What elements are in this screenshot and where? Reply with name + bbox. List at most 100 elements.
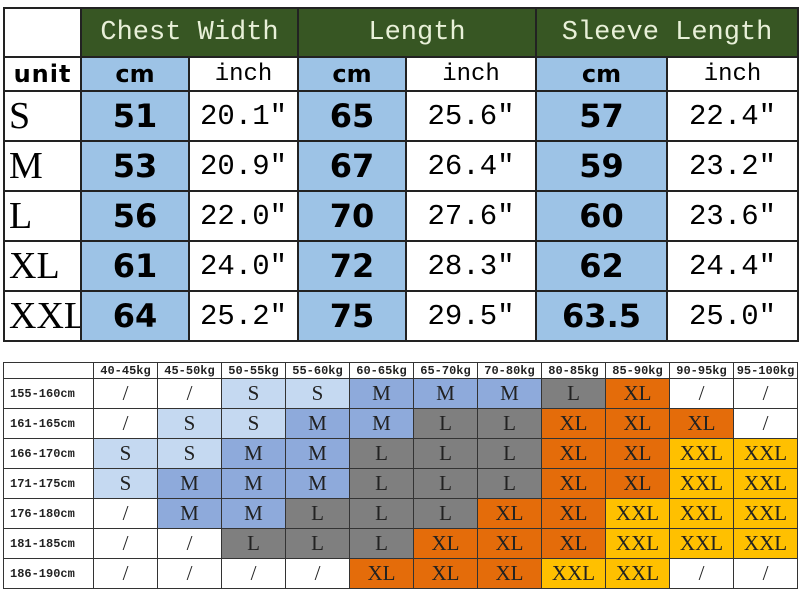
size-cell: S: [93, 438, 158, 469]
cm-value: 59: [535, 140, 669, 192]
size-cell: XXL: [733, 438, 798, 469]
size-cell: M: [413, 378, 478, 409]
not-applicable-cell: /: [733, 378, 798, 409]
size-cell: M: [157, 468, 222, 499]
cm-value: 70: [297, 190, 408, 242]
height-label: 155-160cm: [3, 378, 94, 409]
height-row: 155-160cm / / S S M M M L XL / /: [3, 378, 798, 409]
cm-value: 62: [535, 240, 669, 292]
inch-value: 23.2": [666, 140, 800, 192]
cm-value: 75: [297, 290, 408, 342]
height-row: 186-190cm / / / / XL XL XL XXL XXL / /: [3, 558, 798, 589]
size-cell: L: [349, 498, 414, 529]
cm-value: 51: [80, 90, 190, 142]
not-applicable-cell: /: [157, 528, 222, 559]
inch-value: 22.4": [666, 90, 800, 142]
inch-value: 25.6": [405, 90, 538, 142]
not-applicable-cell: /: [733, 558, 798, 589]
size-cell: S: [157, 438, 222, 469]
size-row: XXL 64 25.2" 75 29.5" 63.5 25.0": [3, 290, 800, 342]
inch-value: 20.9": [187, 140, 300, 192]
cm-value: 57: [535, 90, 669, 142]
corner-cell: [3, 7, 82, 58]
size-cell: L: [285, 498, 350, 529]
inch-value: 25.2": [187, 290, 300, 342]
inch-value: 29.5": [405, 290, 538, 342]
size-row: XL 61 24.0" 72 28.3" 62 24.4": [3, 240, 800, 292]
size-label: S: [3, 90, 82, 142]
size-cell: S: [221, 378, 286, 409]
not-applicable-cell: /: [93, 498, 158, 529]
cm-value: 64: [80, 290, 190, 342]
weight-header: 60-65kg: [349, 362, 414, 379]
size-cell: M: [221, 438, 286, 469]
size-label: XL: [3, 240, 82, 292]
cm-value: 63.5: [535, 290, 669, 342]
size-cell: XXL: [605, 528, 670, 559]
unit-cm: cm: [80, 56, 190, 92]
height-label: 186-190cm: [3, 558, 94, 589]
cm-value: 60: [535, 190, 669, 242]
size-cell: L: [221, 528, 286, 559]
unit-inch: inch: [187, 56, 300, 92]
unit-cm: cm: [297, 56, 408, 92]
size-cell: S: [285, 378, 350, 409]
size-cell: XL: [477, 528, 542, 559]
size-cell: XXL: [605, 498, 670, 529]
corner-cell: [3, 362, 94, 379]
size-cell: S: [93, 468, 158, 499]
height-weight-fit-table: 40-45kg 45-50kg 50-55kg 55-60kg 60-65kg 65-70…: [3, 362, 798, 589]
size-cell: L: [349, 468, 414, 499]
size-cell: XL: [541, 528, 606, 559]
size-cell: L: [477, 468, 542, 499]
size-label: XXL: [3, 290, 82, 342]
size-cell: M: [221, 498, 286, 529]
unit-cm: cm: [535, 56, 669, 92]
inch-value: 22.0": [187, 190, 300, 242]
size-cell: M: [221, 468, 286, 499]
weight-header: 90-95kg: [669, 362, 734, 379]
size-measurement-table: Chest Width Length Sleeve Length unit cm…: [3, 7, 800, 342]
size-cell: XL: [349, 558, 414, 589]
not-applicable-cell: /: [93, 528, 158, 559]
size-cell: L: [349, 528, 414, 559]
size-cell: XL: [413, 558, 478, 589]
size-cell: XXL: [733, 528, 798, 559]
size-cell: M: [157, 498, 222, 529]
height-row: 171-175cm S M M M L L L XL XL XXL XXL: [3, 468, 798, 499]
unit-inch: inch: [405, 56, 538, 92]
size-cell: XXL: [605, 558, 670, 589]
height-row: 176-180cm / M M L L L XL XL XXL XXL XXL: [3, 498, 798, 529]
not-applicable-cell: /: [93, 408, 158, 439]
not-applicable-cell: /: [221, 558, 286, 589]
size-cell: L: [413, 408, 478, 439]
not-applicable-cell: /: [157, 558, 222, 589]
size-cell: L: [413, 468, 478, 499]
header-length: Length: [297, 7, 538, 58]
weight-header: 55-60kg: [285, 362, 350, 379]
size-cell: XXL: [733, 468, 798, 499]
inch-value: 25.0": [666, 290, 800, 342]
inch-value: 24.0": [187, 240, 300, 292]
size-cell: XXL: [669, 498, 734, 529]
size-cell: M: [285, 438, 350, 469]
inch-value: 20.1": [187, 90, 300, 142]
size-row: L 56 22.0" 70 27.6" 60 23.6": [3, 190, 800, 242]
size-cell: XL: [477, 558, 542, 589]
weight-header-row: 40-45kg 45-50kg 50-55kg 55-60kg 60-65kg 65-70…: [3, 362, 798, 379]
unit-label: unit: [3, 56, 82, 92]
size-cell: XL: [541, 408, 606, 439]
size-cell: L: [541, 378, 606, 409]
unit-inch: inch: [666, 56, 800, 92]
height-row: 166-170cm S S M M L L L XL XL XXL XXL: [3, 438, 798, 469]
cm-value: 72: [297, 240, 408, 292]
size-row: S 51 20.1" 65 25.6" 57 22.4": [3, 90, 800, 142]
header-sleeve-length: Sleeve Length: [535, 7, 800, 58]
size-cell: XL: [605, 438, 670, 469]
weight-header: 40-45kg: [93, 362, 158, 379]
height-row: 161-165cm / S S M M L L XL XL XL /: [3, 408, 798, 439]
inch-value: 23.6": [666, 190, 800, 242]
size-cell: M: [349, 378, 414, 409]
size-cell: S: [221, 408, 286, 439]
size-cell: S: [157, 408, 222, 439]
